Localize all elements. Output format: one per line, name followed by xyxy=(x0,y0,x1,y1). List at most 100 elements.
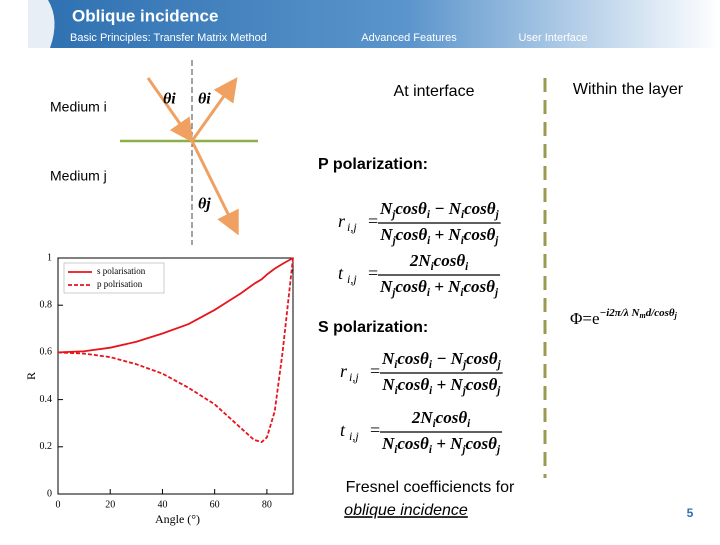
superscript: 2π xyxy=(608,307,622,319)
subscript: j xyxy=(461,385,467,397)
legend-label: s polarisation xyxy=(97,266,146,276)
y-tick-label: 1 xyxy=(47,252,52,263)
phase-formula: Φ=e−i2π/λ Nmd/cosθj xyxy=(570,307,678,328)
transmitted-ray xyxy=(190,140,239,236)
equation-lhs: t xyxy=(340,420,346,440)
denominator: Nicosθi + Njcosθj xyxy=(381,375,501,397)
math-text: 2N xyxy=(409,251,432,270)
legend-box xyxy=(63,262,165,294)
equals: = xyxy=(368,263,378,283)
math-text: cosθ xyxy=(464,199,496,218)
equals: = xyxy=(368,211,378,231)
subscript: i xyxy=(395,385,399,397)
subscript: j xyxy=(493,235,499,247)
subscript: i xyxy=(461,235,465,247)
data-line xyxy=(57,257,294,354)
equals: = xyxy=(370,361,380,381)
chart: 0 0.2 0.4 0.6 0.8 1 0 20 40 60 80 Angle (°) Rs polar… xyxy=(24,252,294,526)
angle-label: θi xyxy=(198,91,211,108)
subscript: i xyxy=(427,209,431,221)
math-text: N xyxy=(379,277,393,296)
header-logo xyxy=(28,0,55,48)
math-text: cosθ xyxy=(434,251,466,270)
math-text: cosθ xyxy=(395,199,427,218)
math-text: 2N xyxy=(411,408,434,427)
subscript: i xyxy=(460,287,464,299)
subscript: i xyxy=(427,287,431,299)
subscript: j xyxy=(495,444,501,456)
header-bar xyxy=(28,0,720,48)
math-text: N xyxy=(379,225,393,244)
equation-sub: i,j xyxy=(349,429,359,443)
x-tick-label: 40 xyxy=(157,499,167,510)
legend-label: p polrisation xyxy=(97,279,143,289)
math-text: N xyxy=(379,199,393,218)
y-tick-label: 0.8 xyxy=(40,299,53,310)
math-text: + N xyxy=(432,434,463,453)
subscript: j xyxy=(496,359,502,371)
subscript: i xyxy=(467,418,471,430)
nav-item: Basic Principles: Transfer Matrix Method xyxy=(70,32,267,44)
subscript: i xyxy=(433,418,437,430)
subscript: i xyxy=(394,359,398,371)
subscript: i xyxy=(427,235,431,247)
math-text: + N xyxy=(430,225,461,244)
section-heading: At interface xyxy=(394,83,475,100)
subscript: i xyxy=(394,444,398,456)
math-text: cosθ xyxy=(463,277,495,296)
y-tick-label: 0.2 xyxy=(40,441,53,452)
math-text: cosθ xyxy=(465,434,497,453)
x-tick-label: 20 xyxy=(105,499,115,510)
superscript: j xyxy=(673,311,678,320)
equation-sub: i,j xyxy=(349,370,359,384)
subscript: j xyxy=(390,287,396,299)
math-text: cosθ xyxy=(464,225,496,244)
angle-label: θj xyxy=(198,196,211,213)
y-tick-label: 0.6 xyxy=(40,347,53,358)
superscript: d/cosθ xyxy=(646,307,675,319)
math-text: − N xyxy=(430,199,462,218)
math-text: − N xyxy=(432,349,464,368)
denominator: Njcosθi + Nicosθj xyxy=(379,277,499,299)
x-tick-label: 0 xyxy=(56,499,61,510)
caption: Fresnel coefficiencts for xyxy=(346,479,515,496)
subscript: i xyxy=(465,261,469,273)
math-text: cosθ xyxy=(466,349,498,368)
math-text: cosθ xyxy=(398,375,430,394)
subscript: i xyxy=(429,385,433,397)
numerator: Njcosθi − Nicosθj xyxy=(379,199,500,221)
equation-lhs: r xyxy=(340,361,348,381)
subscript: i xyxy=(431,261,435,273)
equation-sub: i,j xyxy=(347,220,357,234)
subscript: i xyxy=(429,444,433,456)
superscript: m xyxy=(639,311,645,320)
y-axis-label: R xyxy=(24,372,38,380)
numerator: 2Nicosθi xyxy=(409,251,469,273)
superscript: /λ N xyxy=(620,307,641,319)
section-heading: P polarization: xyxy=(318,156,428,173)
math-text: Φ=e xyxy=(570,309,600,328)
equals: = xyxy=(370,420,380,440)
medium-label: Medium i xyxy=(50,99,107,115)
math-text: cosθ xyxy=(436,408,468,427)
x-tick-label: 80 xyxy=(262,499,272,510)
math-text: N xyxy=(381,434,395,453)
medium-label: Medium j xyxy=(50,168,107,184)
subscript: i xyxy=(461,209,465,221)
subscript: j xyxy=(493,287,499,299)
superscript: −i xyxy=(600,307,611,319)
nav-item: User Interface xyxy=(518,32,587,44)
math-text: N xyxy=(381,375,395,394)
subscript: j xyxy=(390,209,396,221)
math-text: cosθ xyxy=(395,277,427,296)
numerator: Nicosθi − Njcosθj xyxy=(381,349,502,371)
math-text: cosθ xyxy=(466,375,498,394)
math-text: cosθ xyxy=(397,349,429,368)
section-heading: Within the layer xyxy=(573,81,684,98)
